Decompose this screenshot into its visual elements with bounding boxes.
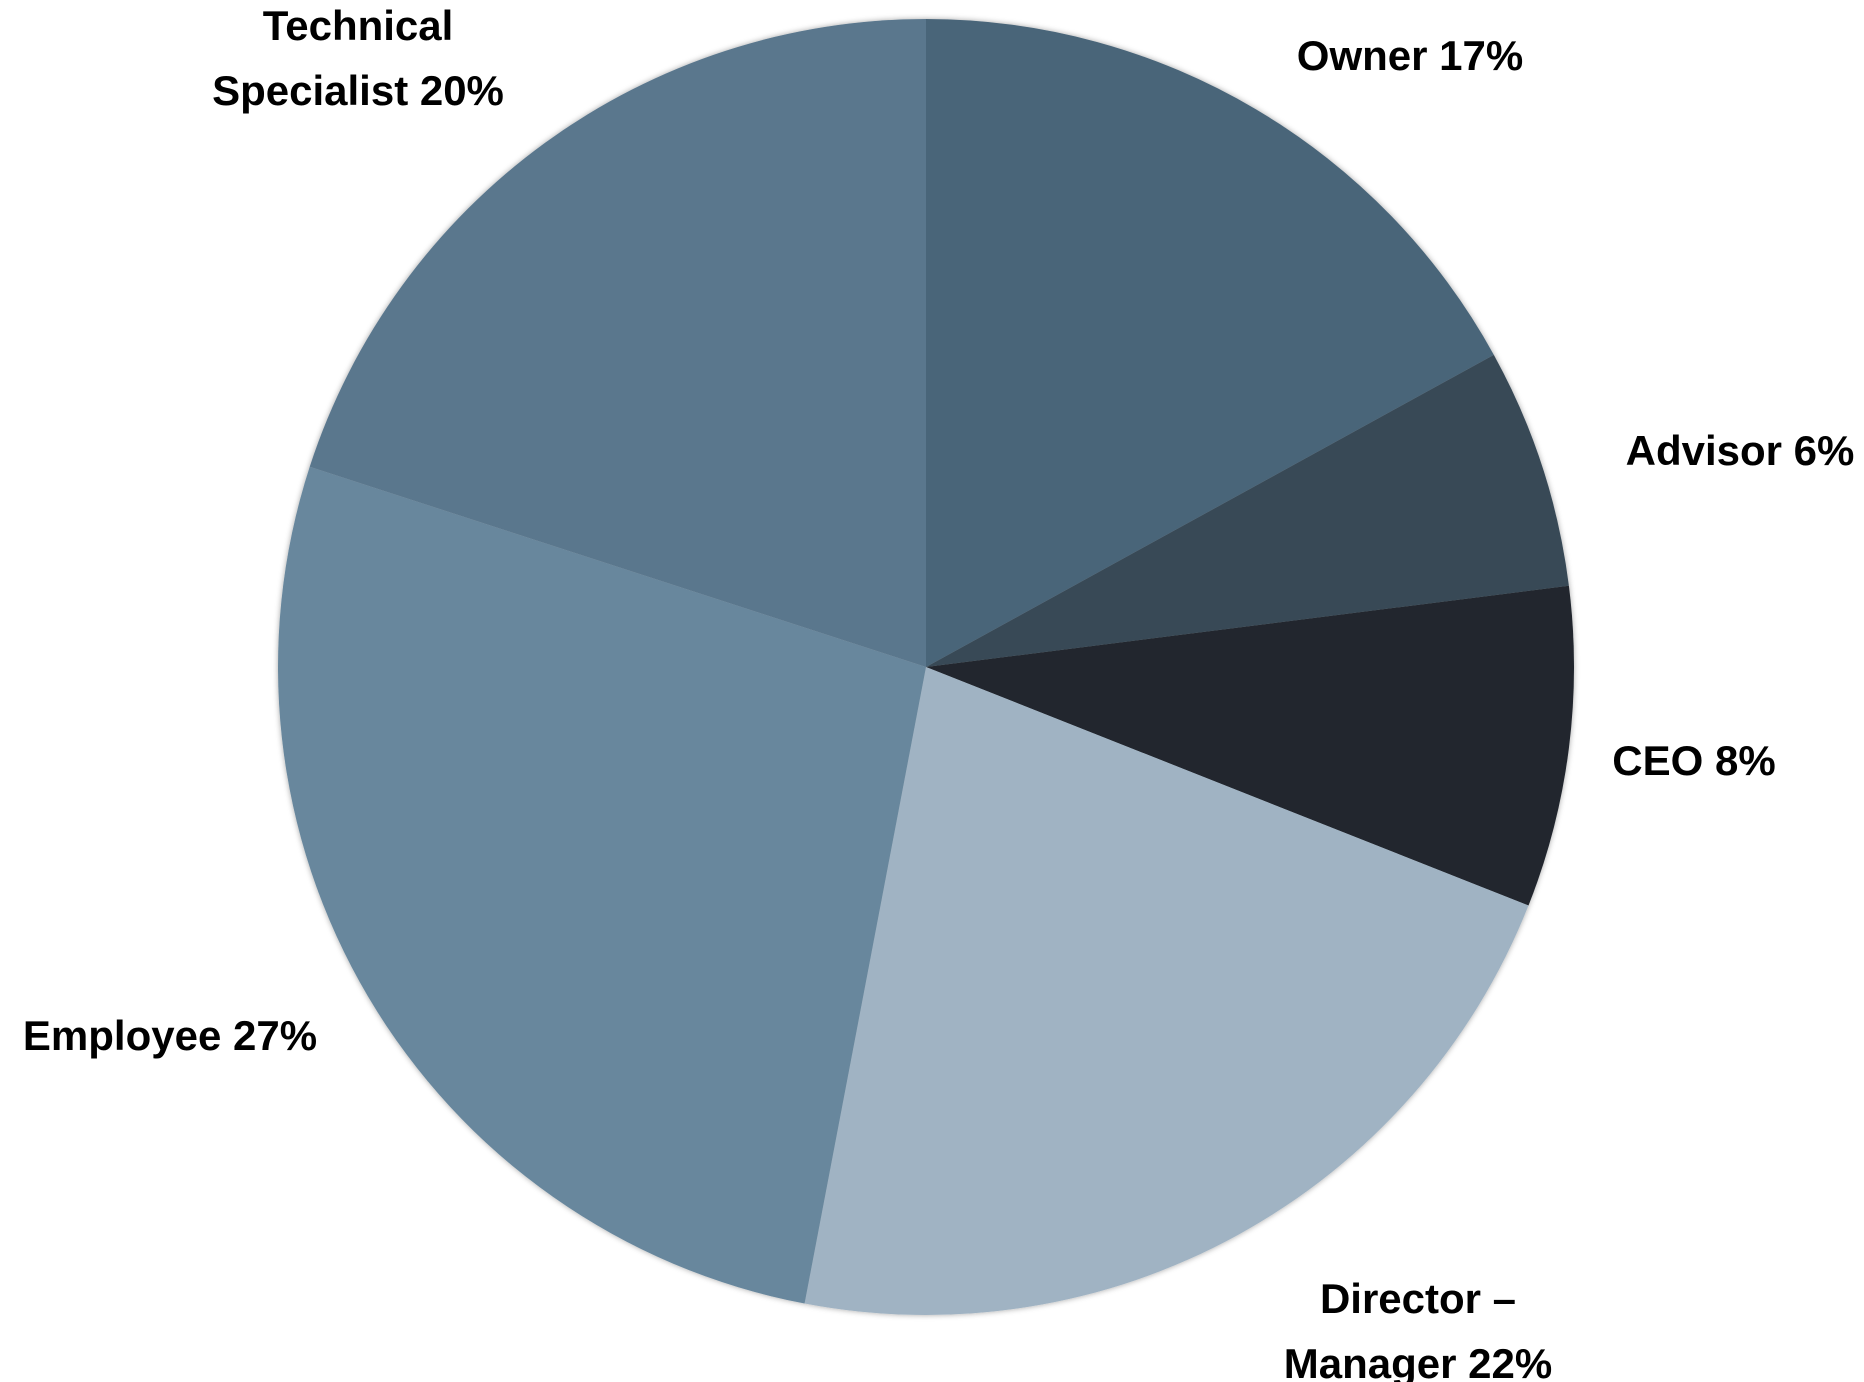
slice-label: Technical Specialist 20%: [212, 2, 504, 114]
slice-label-line: Employee 27%: [23, 1012, 317, 1059]
slice-label-line: Director –: [1320, 1275, 1516, 1322]
pie-slice-director-manager: [804, 667, 1529, 1315]
slice-label-line: Owner 17%: [1297, 32, 1523, 79]
pie-slice-advisor: [926, 354, 1569, 667]
pie-slices: [277, 19, 1575, 1315]
slice-label: Advisor 6%: [1626, 427, 1855, 474]
slice-label-line: Manager 22%: [1284, 1340, 1552, 1382]
pie-labels: Owner 17% Advisor 6% CEO 8% Director – Manag…: [23, 2, 1854, 1382]
slice-label-line: Advisor 6%: [1626, 427, 1855, 474]
pie-slice-owner: [926, 19, 1494, 667]
slice-label: Owner 17%: [1297, 32, 1523, 79]
pie-slice-employee: [277, 466, 926, 1304]
pie-slice-ceo: [926, 585, 1575, 906]
slice-label-line: CEO 8%: [1612, 737, 1775, 784]
slice-label: Director – Manager 22%: [1284, 1275, 1552, 1382]
pie-slice-technical-specialist: [309, 19, 927, 667]
slice-label: Employee 27%: [23, 1012, 317, 1059]
slice-label: CEO 8%: [1612, 737, 1775, 784]
slice-label-line: Specialist 20%: [212, 67, 504, 114]
slice-label-line: Technical: [263, 2, 454, 49]
